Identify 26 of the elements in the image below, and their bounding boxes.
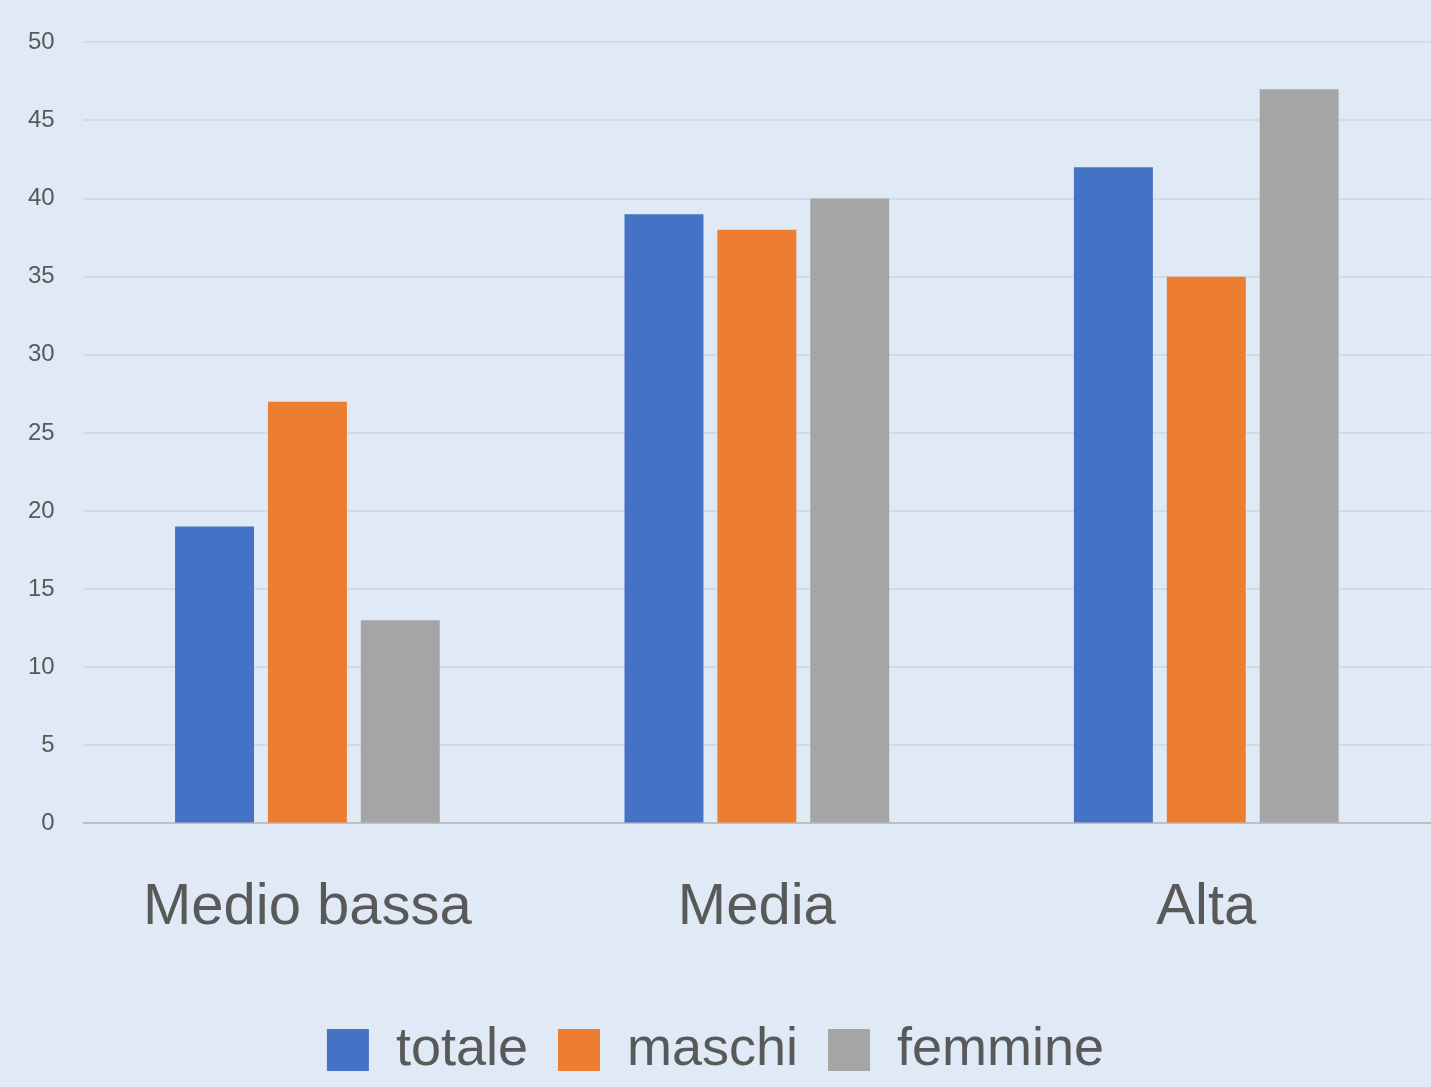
legend-label: femmine	[897, 1015, 1105, 1076]
x-tick-label: Alta	[1156, 871, 1257, 937]
y-tick-label: 50	[27, 27, 55, 55]
y-tick-label: 15	[27, 573, 55, 601]
bar	[360, 620, 440, 823]
y-tick-label: 45	[27, 105, 55, 133]
y-tick-label: 35	[27, 261, 55, 289]
y-tick-label: 20	[27, 495, 55, 523]
bar	[624, 214, 704, 823]
bar	[1259, 89, 1339, 823]
y-tick-label: 30	[27, 339, 55, 367]
x-tick-label: Medio bassa	[142, 871, 473, 937]
bar	[810, 198, 890, 823]
bar	[1166, 276, 1246, 823]
y-tick-label: 40	[27, 183, 55, 211]
legend-label: totale	[395, 1015, 529, 1076]
bar	[267, 401, 347, 823]
y-tick-label: 10	[27, 651, 55, 679]
y-tick-label: 0	[41, 808, 55, 836]
x-tick-label: Media	[677, 871, 837, 937]
bar	[717, 229, 797, 823]
bar	[1073, 167, 1153, 823]
bar	[175, 526, 255, 823]
y-tick-label: 5	[41, 729, 55, 757]
legend-label: maschi	[627, 1015, 799, 1076]
y-tick-label: 25	[27, 417, 55, 445]
